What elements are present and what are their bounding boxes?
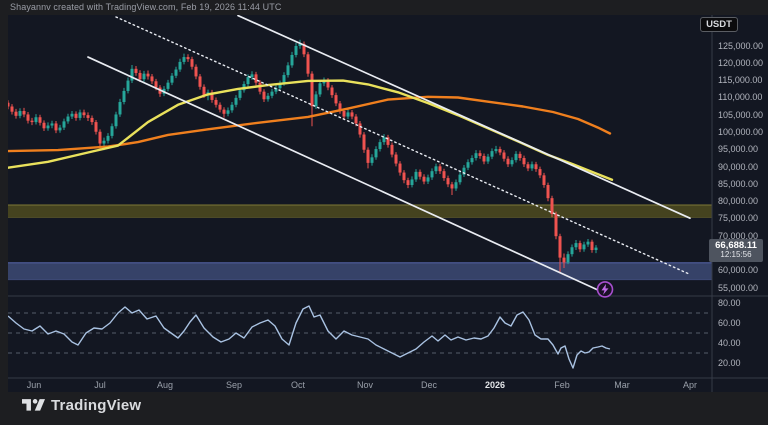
ma-orange-line: [8, 95, 612, 153]
tradingview-logo[interactable]: TradingView: [22, 396, 141, 415]
last-price-value: 66,688.11: [715, 240, 757, 252]
attribution-text: Shayannv created with TradingView.com, F…: [10, 2, 282, 12]
last-price-label: 66,688.11 12:15:56: [709, 239, 763, 262]
currency-button[interactable]: USDT: [700, 17, 738, 32]
rsi-pane[interactable]: [8, 305, 712, 369]
tradingview-mark-icon: [22, 396, 45, 415]
channel-lower-line[interactable]: [87, 56, 609, 296]
mid-dotted-line[interactable]: [115, 16, 689, 275]
channel-upper-line[interactable]: [237, 15, 691, 220]
support-zone[interactable]: [8, 262, 712, 281]
last-price-time: 12:15:56: [720, 250, 752, 260]
rsi-line: [8, 305, 611, 369]
resistance-zone[interactable]: [8, 204, 712, 218]
lightning-icon: [601, 283, 609, 295]
tradingview-logo-text: TradingView: [51, 397, 142, 414]
main-price-pane[interactable]: [7, 15, 713, 296]
idea-marker[interactable]: [596, 281, 614, 298]
chart-panel-bg: [8, 15, 768, 392]
